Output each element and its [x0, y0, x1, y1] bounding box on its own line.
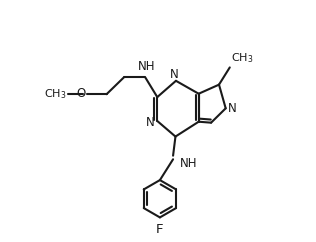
- Text: N: N: [146, 116, 155, 129]
- Text: NH: NH: [138, 60, 155, 73]
- Text: CH$_3$: CH$_3$: [44, 87, 67, 101]
- Text: N: N: [170, 68, 179, 81]
- Text: F: F: [156, 223, 164, 236]
- Text: O: O: [76, 87, 85, 100]
- Text: CH$_3$: CH$_3$: [231, 51, 254, 65]
- Text: NH: NH: [180, 157, 197, 170]
- Text: N: N: [228, 102, 237, 115]
